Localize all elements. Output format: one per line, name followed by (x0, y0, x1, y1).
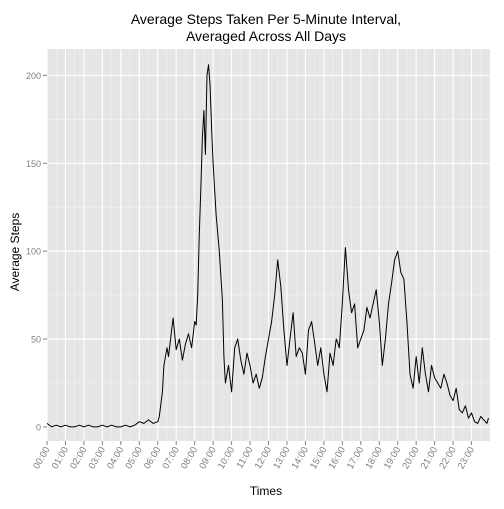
x-tick-label: 10:00 (216, 445, 237, 471)
x-tick-label: 15:00 (308, 445, 329, 471)
x-axis-label: Times (250, 484, 282, 498)
grid-lines (46, 49, 490, 441)
x-tick-label: 21:00 (419, 445, 440, 471)
x-tick-label: 01:00 (50, 445, 71, 471)
x-tick-label: 12:00 (253, 445, 274, 471)
chart-title-line2: Averaged Across All Days (186, 28, 346, 44)
x-tick-label: 18:00 (363, 445, 384, 471)
x-tick-label: 22:00 (437, 445, 458, 471)
y-tick-label: 100 (26, 247, 41, 257)
x-tick-label: 05:00 (123, 445, 144, 471)
x-tick-label: 20:00 (400, 445, 421, 471)
x-tick-label: 13:00 (271, 445, 292, 471)
x-tick-label: 08:00 (179, 445, 200, 471)
x-tick-label: 19:00 (382, 445, 403, 471)
x-tick-label: 11:00 (235, 445, 256, 470)
x-tick-label: 02:00 (68, 445, 89, 471)
x-tick-label: 04:00 (105, 445, 126, 471)
x-tick-label: 00:00 (31, 445, 52, 471)
series-line-0 (46, 64, 489, 428)
y-tick-label: 200 (26, 71, 41, 81)
x-tick-label: 17:00 (345, 445, 366, 471)
x-tick-label: 06:00 (142, 445, 163, 471)
x-tick-label: 23:00 (456, 445, 477, 471)
x-tick-label: 07:00 (160, 445, 181, 471)
x-tick-label: 09:00 (197, 445, 218, 471)
x-tick-label: 03:00 (87, 445, 108, 471)
y-tick-label: 0 (36, 422, 41, 432)
y-axis-label: Average Steps (8, 213, 22, 292)
y-tick-label: 150 (26, 159, 41, 169)
x-tick-label: 14:00 (290, 445, 311, 471)
chart-title-line1: Average Steps Taken Per 5-Minute Interva… (131, 11, 401, 27)
y-tick-label: 50 (31, 335, 41, 345)
x-tick-label: 16:00 (327, 445, 348, 471)
